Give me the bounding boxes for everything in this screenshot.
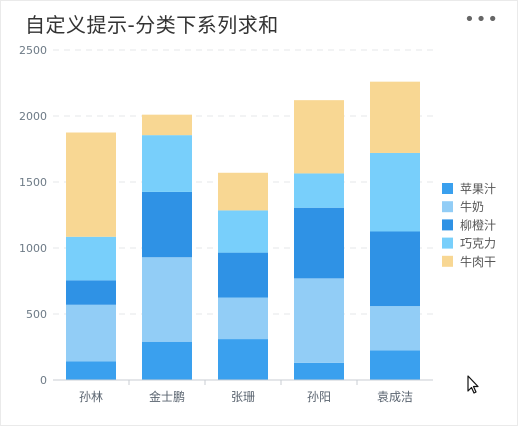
bar-segment[interactable]	[142, 114, 192, 136]
y-tick-label: 500	[26, 308, 47, 321]
more-horizontal-icon[interactable]: •••	[464, 9, 499, 30]
bar-segment[interactable]	[294, 100, 344, 174]
bar-segment[interactable]	[218, 210, 268, 253]
bar-segment[interactable]	[370, 231, 420, 307]
legend-swatch[interactable]	[442, 255, 453, 267]
y-tick-label: 0	[40, 374, 47, 387]
y-tick-label: 1000	[19, 242, 47, 255]
bar-segment[interactable]	[66, 132, 116, 237]
legend-swatch[interactable]	[442, 237, 453, 249]
bar-segment[interactable]	[66, 280, 116, 305]
bar-segment[interactable]	[294, 207, 344, 279]
bar-segment[interactable]	[370, 81, 420, 153]
legend-label[interactable]: 巧克力	[460, 237, 496, 251]
bar-segment[interactable]	[370, 152, 420, 232]
bar-segment[interactable]	[218, 252, 268, 298]
legend-label[interactable]: 牛奶	[460, 199, 484, 214]
bar-segment[interactable]	[66, 236, 116, 281]
bar-segment[interactable]	[218, 172, 268, 211]
x-tick-label: 张珊	[231, 390, 255, 404]
bar-segment[interactable]	[218, 297, 268, 340]
bar-segment[interactable]	[142, 191, 192, 258]
bar-segment[interactable]	[294, 278, 344, 363]
bar-segment[interactable]	[142, 135, 192, 192]
bar-segment[interactable]	[218, 339, 268, 380]
bar-segment[interactable]	[294, 362, 344, 380]
bar-segment[interactable]	[370, 306, 420, 351]
bar-segment[interactable]	[142, 257, 192, 342]
bar-segment[interactable]	[66, 304, 116, 362]
x-tick-label: 金士鹏	[149, 389, 185, 404]
y-tick-label: 1500	[19, 176, 47, 189]
y-tick-label: 2500	[19, 44, 47, 57]
bar-segment[interactable]	[294, 173, 344, 208]
x-tick-label: 孙林	[79, 390, 103, 404]
chart-title: 自定义提示-分类下系列求和	[25, 13, 279, 37]
bar-segment[interactable]	[370, 350, 420, 380]
x-tick-label: 孙阳	[307, 390, 331, 404]
bar-segment[interactable]	[66, 361, 116, 380]
legend-label[interactable]: 苹果汁	[460, 182, 496, 196]
legend-swatch[interactable]	[442, 201, 453, 213]
y-tick-label: 2000	[19, 110, 47, 123]
x-tick-label: 袁成洁	[377, 390, 413, 404]
bar-segment[interactable]	[142, 341, 192, 380]
legend-swatch[interactable]	[442, 219, 453, 231]
legend-label[interactable]: 柳橙汁	[460, 217, 496, 232]
legend-swatch[interactable]	[442, 183, 453, 194]
legend-label[interactable]: 牛肉干	[460, 254, 496, 269]
mouse-cursor-icon	[467, 375, 479, 394]
